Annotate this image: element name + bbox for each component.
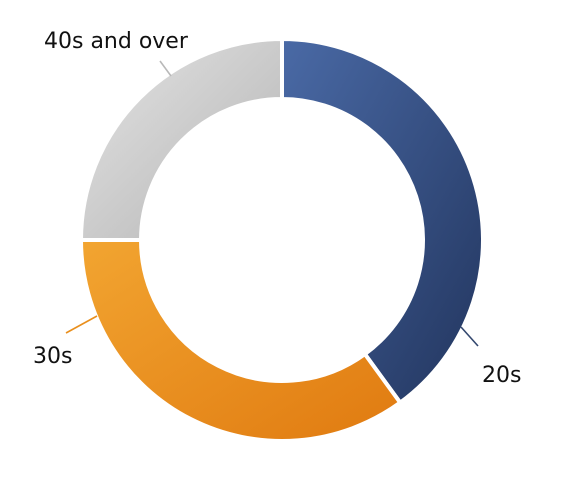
leader-line-30s (65, 315, 98, 334)
slices-group (78, 36, 485, 443)
leader-lines-group (65, 60, 479, 347)
leader-line-40s-and-over (159, 60, 172, 77)
label-20s: 20s (482, 363, 521, 388)
slice-20s (280, 36, 485, 406)
slice-40s-and-over (78, 36, 284, 242)
labels-group: 20s 30s 40s and over (33, 29, 521, 388)
label-40s-and-over: 40s and over (44, 29, 189, 54)
label-30s: 30s (33, 344, 72, 369)
leader-line-20s (460, 326, 479, 347)
slice-30s (78, 238, 403, 443)
